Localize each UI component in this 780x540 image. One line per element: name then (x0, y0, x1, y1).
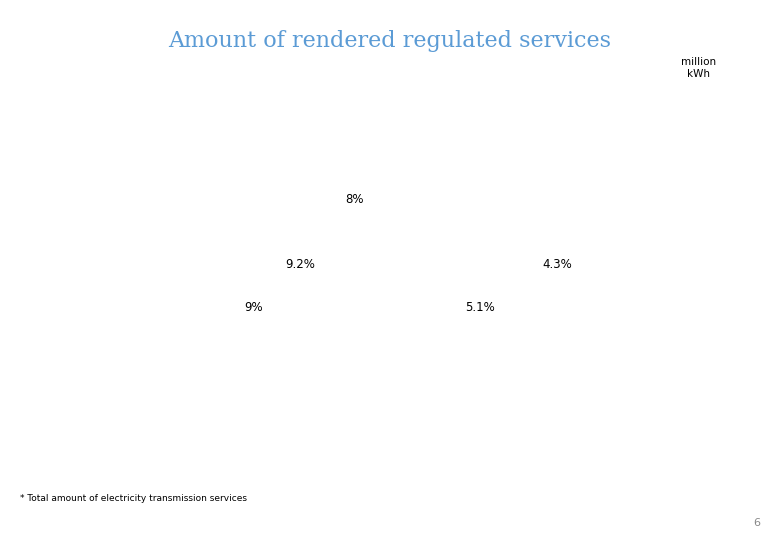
Text: 9.2%: 9.2% (285, 258, 315, 271)
Text: 6: 6 (753, 518, 760, 528)
Text: Amount of rendered regulated services: Amount of rendered regulated services (168, 30, 612, 52)
Text: 8%: 8% (346, 193, 364, 206)
Text: 9%: 9% (244, 301, 263, 314)
Text: 4.3%: 4.3% (543, 258, 573, 271)
Text: 5.1%: 5.1% (465, 301, 495, 314)
Text: million
kWh: million kWh (680, 57, 716, 79)
Text: * Total amount of electricity transmission services: * Total amount of electricity transmissi… (20, 494, 246, 503)
